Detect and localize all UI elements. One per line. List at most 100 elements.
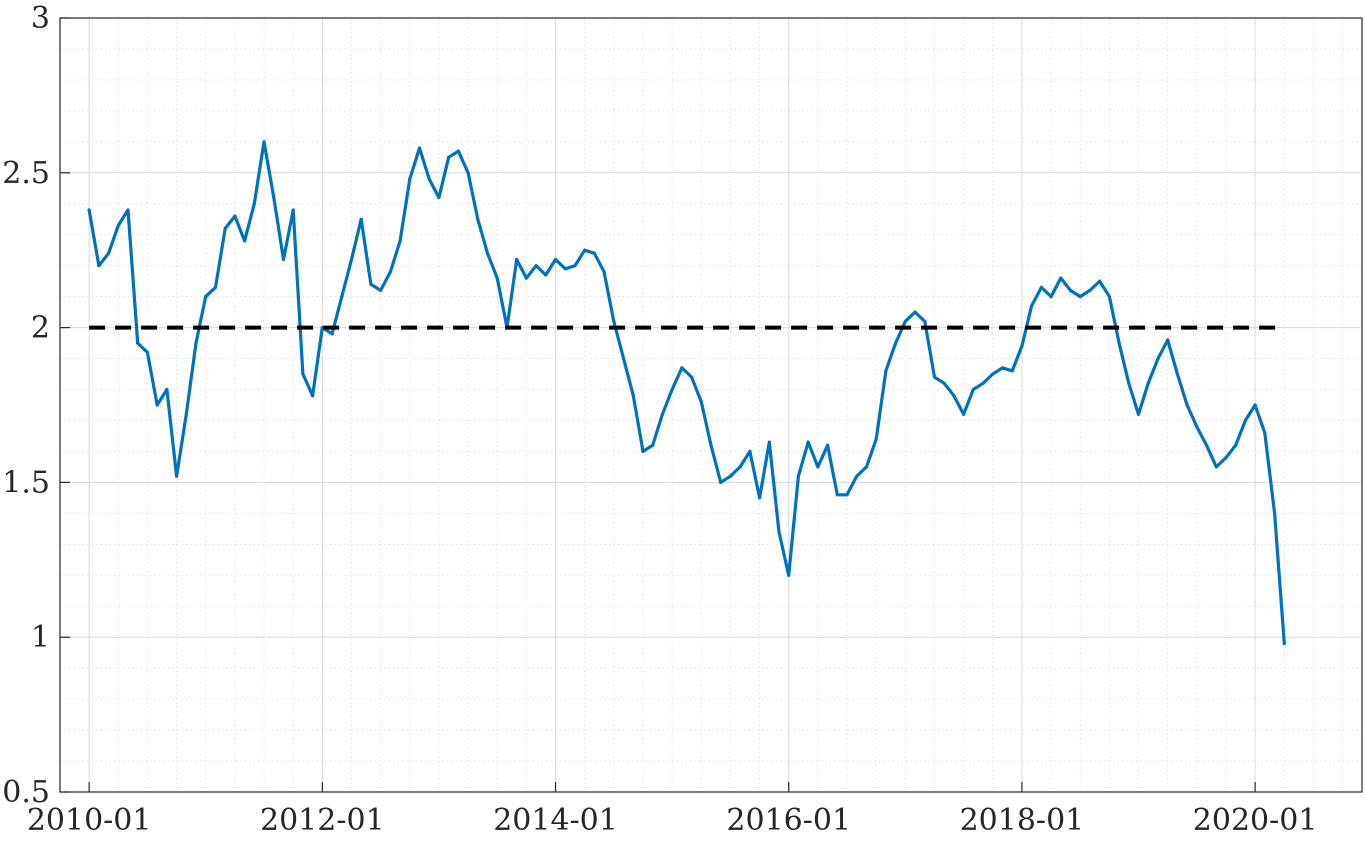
x-tick-label: 2020-01 (1193, 803, 1318, 838)
data-point (155, 403, 159, 407)
data-point (991, 372, 995, 376)
data-point (583, 248, 587, 252)
data-point (641, 449, 645, 454)
data-point (719, 480, 723, 484)
data-point (728, 474, 733, 478)
data-point (1098, 279, 1102, 283)
data-point (884, 369, 888, 373)
data-point (1049, 295, 1053, 299)
plot-area-frame (59, 17, 1363, 793)
data-point (417, 146, 422, 150)
data-point (1185, 403, 1189, 407)
data-point (660, 412, 665, 416)
data-point (894, 341, 898, 345)
data-point (699, 400, 703, 404)
data-point (709, 443, 713, 447)
data-point (1068, 288, 1073, 293)
data-point (981, 381, 985, 385)
data-point (388, 270, 392, 274)
x-tick-label: 2010-01 (27, 803, 152, 838)
data-point (106, 251, 111, 255)
data-point (1156, 356, 1160, 361)
data-point (796, 474, 801, 478)
series-line (87, 140, 1286, 646)
data-point (1272, 511, 1277, 515)
data-point (311, 394, 315, 398)
data-point (612, 319, 616, 324)
series-layer (87, 140, 1286, 646)
data-point (87, 208, 91, 212)
data-point (962, 412, 966, 416)
data-point (524, 276, 528, 280)
data-point (1059, 276, 1063, 280)
data-point (184, 412, 188, 416)
data-point (816, 465, 820, 469)
data-point (680, 366, 684, 370)
data-point (553, 257, 558, 262)
data-point (1263, 431, 1267, 435)
y-tick-label: 0.5 (2, 775, 50, 810)
data-point (845, 493, 849, 497)
data-point (864, 465, 869, 469)
data-point (631, 394, 635, 398)
data-point (573, 264, 577, 268)
data-point (223, 226, 227, 231)
data-point (165, 387, 169, 392)
data-point (116, 223, 120, 228)
data-point (233, 214, 237, 218)
data-point (369, 282, 373, 286)
data-point (213, 285, 218, 289)
data-point (1010, 369, 1014, 373)
y-tick-label: 2 (31, 311, 50, 346)
data-point (534, 264, 538, 268)
data-point (359, 217, 363, 221)
data-point (592, 251, 597, 255)
data-point (670, 387, 674, 392)
data-point (651, 443, 655, 447)
data-point (1107, 295, 1111, 299)
data-point (1020, 344, 1024, 348)
data-point (1000, 366, 1005, 370)
data-point (1166, 338, 1170, 342)
data-point (952, 394, 956, 398)
data-point (806, 440, 810, 444)
data-point (563, 267, 567, 271)
data-point (97, 264, 101, 268)
data-point (447, 155, 451, 159)
data-point (942, 381, 946, 385)
data-point (1146, 381, 1150, 385)
data-point (281, 257, 286, 262)
x-tick-label: 2018-01 (960, 803, 1085, 838)
data-point (330, 332, 334, 336)
data-point (913, 310, 917, 314)
data-point (1136, 412, 1141, 416)
y-tick-label: 1.5 (2, 465, 50, 500)
data-point (1204, 443, 1209, 447)
data-point (1282, 641, 1286, 645)
data-point (1078, 295, 1082, 299)
data-point (194, 341, 198, 345)
data-point (874, 437, 878, 441)
data-point (1088, 288, 1092, 293)
data-point (456, 149, 460, 153)
data-point (272, 195, 276, 200)
y-tick-label: 1 (31, 620, 50, 655)
data-point (835, 493, 839, 497)
data-point (903, 319, 907, 324)
data-point (738, 465, 742, 469)
data-point (748, 449, 752, 454)
data-point (427, 177, 431, 181)
x-tick-label: 2016-01 (726, 803, 851, 838)
y-tick-label: 3 (31, 1, 50, 36)
data-point (1195, 425, 1199, 429)
data-point (1039, 285, 1043, 289)
data-point (437, 195, 441, 200)
data-point (243, 239, 247, 243)
data-point (476, 217, 480, 221)
data-point (252, 202, 256, 206)
data-point (466, 171, 470, 175)
data-point (408, 177, 412, 181)
data-point (301, 372, 305, 376)
data-point (291, 208, 295, 212)
